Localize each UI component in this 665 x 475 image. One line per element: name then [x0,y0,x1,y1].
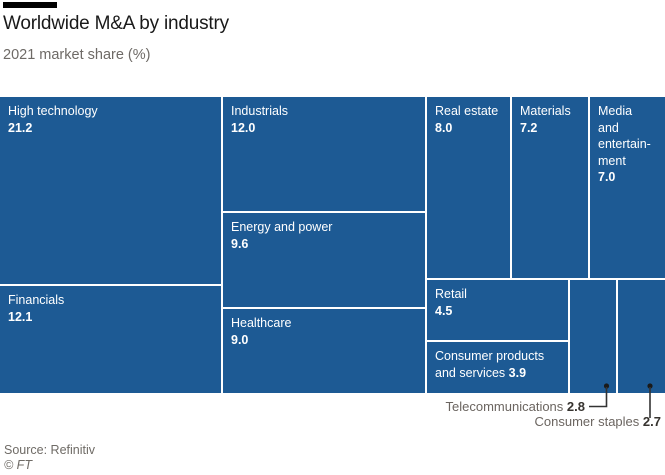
cell-label: Healthcare [231,316,292,330]
cell-value: 4.5 [435,303,453,318]
callout-text: Consumer staples [534,414,640,429]
treemap: High technology 21.2 Financials 12.1 Ind… [0,97,665,393]
cell-label: Real estate [435,104,499,118]
cell-label: Media and entertain­ment [598,104,651,168]
cell-value: 12.0 [231,120,256,135]
cell-value: 7.2 [520,120,538,135]
treemap-cell-consumer-staples [618,280,665,393]
treemap-cell-media-and-entertainment: Media and entertain­ment 7.0 [590,97,665,278]
cell-label: Consumer products and services [435,349,545,380]
telecom-callout-label: Telecommunications 2.8 [446,399,585,414]
cell-value: 7.0 [598,170,616,184]
treemap-cell-consumer-products-and-services: Consumer products and services 3.9 [427,342,568,393]
treemap-cell-energy-and-power: Energy and power 9.6 [223,213,425,307]
cell-value: 12.1 [8,309,33,324]
cell-value: 3.9 [508,365,527,380]
treemap-cell-financials: Financials 12.1 [0,286,221,393]
cell-label: High technology [8,104,98,118]
cell-value: 8.0 [435,120,453,135]
treemap-cell-healthcare: Healthcare 9.0 [223,309,425,393]
treemap-cell-materials: Materials 7.2 [512,97,588,278]
callout-value: 2.7 [642,414,661,429]
treemap-cell-retail: Retail 4.5 [427,280,568,340]
cell-label: Financials [8,293,65,307]
title-accent-bar [3,2,57,8]
cell-value: 9.0 [231,332,249,347]
cell-value: 9.6 [231,236,249,251]
cell-label: Materials [520,104,571,118]
cell-label: Energy and power [231,220,333,234]
treemap-cell-industrials: Industrials 12.0 [223,97,425,211]
ft-copyright: © FT [4,458,32,472]
callout-value: 2.8 [566,399,585,414]
treemap-cell-real-estate: Real estate 8.0 [427,97,510,278]
treemap-cell-telecommunications [570,280,616,393]
treemap-cell-high-technology: High technology 21.2 [0,97,221,284]
cell-value: 21.2 [8,120,33,135]
cell-label: Industrials [231,104,288,118]
source-note: Source: Refinitiv [4,443,96,457]
callout-text: Telecommunications [445,399,564,414]
chart-title: Worldwide M&A by industry [3,13,229,34]
chart-subtitle: 2021 market share (%) [3,47,151,63]
cell-label: Retail [435,287,467,301]
staples-callout-label: Consumer staples 2.7 [535,414,661,429]
